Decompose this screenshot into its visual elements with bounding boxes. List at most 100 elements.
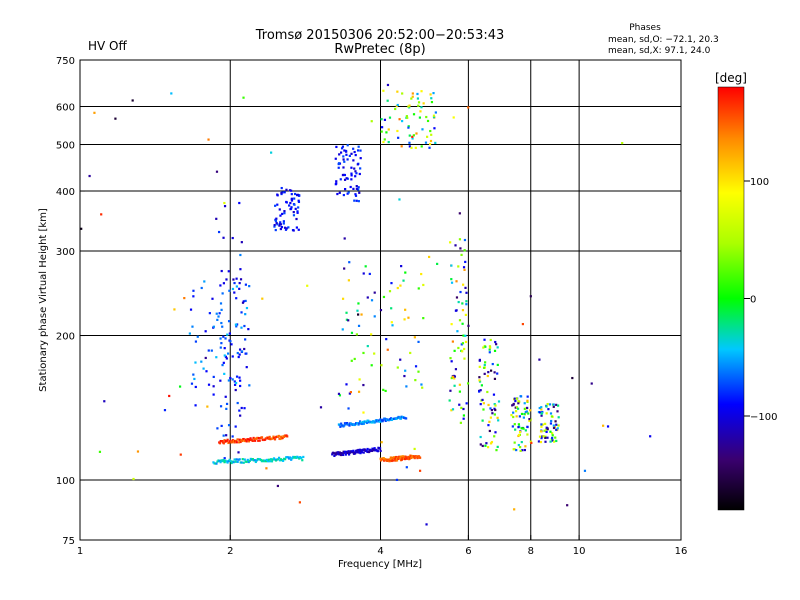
data-point: [550, 415, 553, 418]
x-tick-label: 4: [377, 546, 383, 557]
data-point: [215, 312, 218, 315]
colorbar-unit-label: [deg]: [715, 71, 747, 85]
data-point: [408, 141, 411, 144]
data-point: [88, 174, 91, 178]
data-point: [340, 147, 344, 150]
data-point: [460, 253, 463, 257]
data-point: [493, 403, 496, 406]
data-point: [287, 226, 290, 229]
data-point: [222, 434, 225, 437]
data-point: [357, 145, 360, 148]
data-point: [355, 199, 358, 202]
data-point: [372, 420, 375, 423]
data-point: [240, 350, 244, 353]
data-point: [356, 309, 359, 312]
data-point: [359, 421, 362, 424]
data-point: [517, 443, 520, 447]
data-point: [460, 343, 463, 346]
data-point: [412, 134, 415, 137]
data-point: [341, 145, 345, 148]
data-point: [289, 208, 292, 211]
data-point: [245, 352, 248, 355]
data-point: [240, 241, 243, 244]
data-point: [551, 439, 554, 442]
data-point: [401, 92, 404, 95]
data-point: [390, 282, 393, 285]
data-point: [540, 423, 543, 426]
data-point: [541, 435, 544, 438]
data-point: [221, 363, 224, 367]
data-point: [248, 285, 251, 288]
data-point: [461, 322, 464, 325]
data-point: [482, 402, 485, 405]
data-point: [529, 409, 532, 412]
data-point: [359, 167, 362, 170]
data-point: [228, 458, 231, 461]
data-point: [244, 338, 247, 341]
data-point: [410, 97, 413, 100]
hv-status-label: HV Off: [88, 39, 127, 53]
data-point: [413, 447, 416, 451]
data-point: [362, 351, 365, 355]
data-point: [395, 459, 399, 462]
data-point: [207, 138, 210, 141]
data-point: [400, 145, 403, 148]
data-point: [404, 271, 407, 274]
data-point: [267, 437, 270, 440]
data-point: [277, 434, 280, 438]
data-point: [341, 453, 345, 457]
data-point: [517, 426, 520, 429]
data-point: [463, 268, 466, 271]
data-point: [420, 145, 423, 148]
data-point: [382, 89, 385, 92]
data-point: [247, 438, 250, 441]
data-point: [220, 269, 223, 273]
data-point: [414, 365, 418, 368]
data-point: [406, 116, 409, 119]
x-tick-label: 10: [573, 546, 586, 557]
data-point: [417, 104, 420, 107]
data-point: [432, 91, 435, 95]
data-point: [234, 388, 237, 392]
data-point: [222, 335, 225, 338]
data-point: [265, 458, 269, 462]
data-point: [365, 421, 368, 425]
data-point: [491, 362, 494, 366]
data-point: [486, 446, 490, 449]
data-point: [425, 115, 428, 119]
data-point: [549, 422, 553, 425]
data-point: [265, 467, 268, 470]
data-point: [355, 172, 358, 175]
data-point: [398, 118, 401, 121]
data-point: [556, 410, 559, 413]
data-point: [537, 440, 541, 443]
data-point: [430, 100, 434, 104]
data-point: [229, 439, 232, 443]
data-point: [494, 340, 497, 344]
data-point: [360, 313, 363, 316]
data-point: [352, 147, 355, 150]
data-point: [235, 458, 238, 461]
data-point: [493, 377, 497, 380]
data-point: [557, 424, 560, 427]
data-point: [354, 193, 357, 196]
data-point: [242, 96, 245, 99]
data-point: [189, 308, 193, 311]
data-point: [497, 419, 500, 422]
data-point: [357, 451, 360, 454]
data-point: [484, 444, 487, 447]
data-point: [245, 366, 248, 369]
data-point: [462, 334, 465, 337]
data-point: [526, 425, 529, 428]
data-point: [524, 445, 527, 448]
data-point: [270, 151, 273, 154]
data-point: [511, 404, 514, 407]
data-point: [345, 177, 348, 180]
data-point: [362, 272, 365, 275]
data-point: [343, 237, 346, 240]
data-point: [283, 212, 286, 215]
data-point: [357, 448, 360, 452]
data-point: [276, 484, 279, 488]
x-axis-ticks: 1 2 4 6 8 10 16: [77, 535, 687, 557]
data-point: [233, 441, 236, 444]
